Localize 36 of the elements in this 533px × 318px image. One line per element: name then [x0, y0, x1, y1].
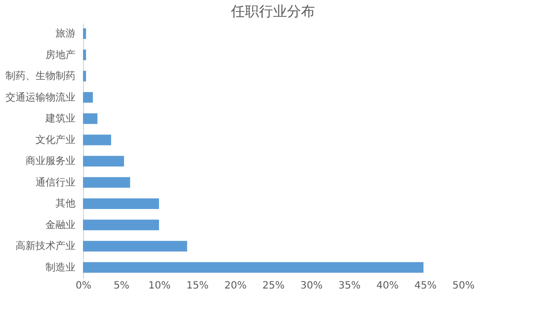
- bar: [83, 92, 93, 103]
- y-tick-label: 交通运输物流业: [6, 91, 76, 104]
- x-tick-label: 35%: [338, 280, 361, 292]
- y-tick-label: 通信行业: [36, 176, 76, 188]
- chart-title: 任职行业分布: [230, 4, 315, 20]
- y-tick-label: 制造业: [46, 261, 76, 274]
- bar: [83, 28, 86, 39]
- x-tick-label: 10%: [148, 280, 171, 292]
- bar: [83, 177, 130, 188]
- x-tick-label: 25%: [262, 280, 285, 292]
- x-tick-label: 45%: [414, 280, 437, 292]
- bar: [83, 262, 424, 273]
- bar: [83, 198, 159, 209]
- bar: [83, 134, 112, 146]
- x-tick-label: 0%: [76, 280, 92, 292]
- y-tick-label: 高新技术产业: [16, 240, 76, 252]
- y-tick-label: 金融业: [46, 218, 76, 231]
- y-tick-label: 建筑业: [44, 112, 76, 125]
- x-tick-label: 40%: [376, 280, 399, 292]
- y-tick-label: 商业服务业: [26, 155, 76, 168]
- x-tick-label: 5%: [114, 280, 130, 292]
- bar: [83, 156, 124, 166]
- x-tick-label: 30%: [300, 280, 323, 292]
- y-tick-label: 制药、生物制药: [6, 70, 76, 82]
- bar: [83, 113, 98, 124]
- x-tick-label: 15%: [186, 280, 209, 292]
- x-tick-label: 50%: [452, 280, 475, 292]
- x-tick-label: 20%: [224, 280, 247, 292]
- bar: [83, 240, 188, 252]
- y-tick-label: 文化产业: [36, 134, 76, 146]
- y-tick-label: 房地产: [46, 48, 76, 61]
- bar: [83, 50, 86, 60]
- bar: [83, 70, 86, 82]
- y-tick-label: 旅游: [56, 28, 76, 40]
- bar: [83, 220, 159, 230]
- y-tick-label: 其他: [56, 198, 76, 210]
